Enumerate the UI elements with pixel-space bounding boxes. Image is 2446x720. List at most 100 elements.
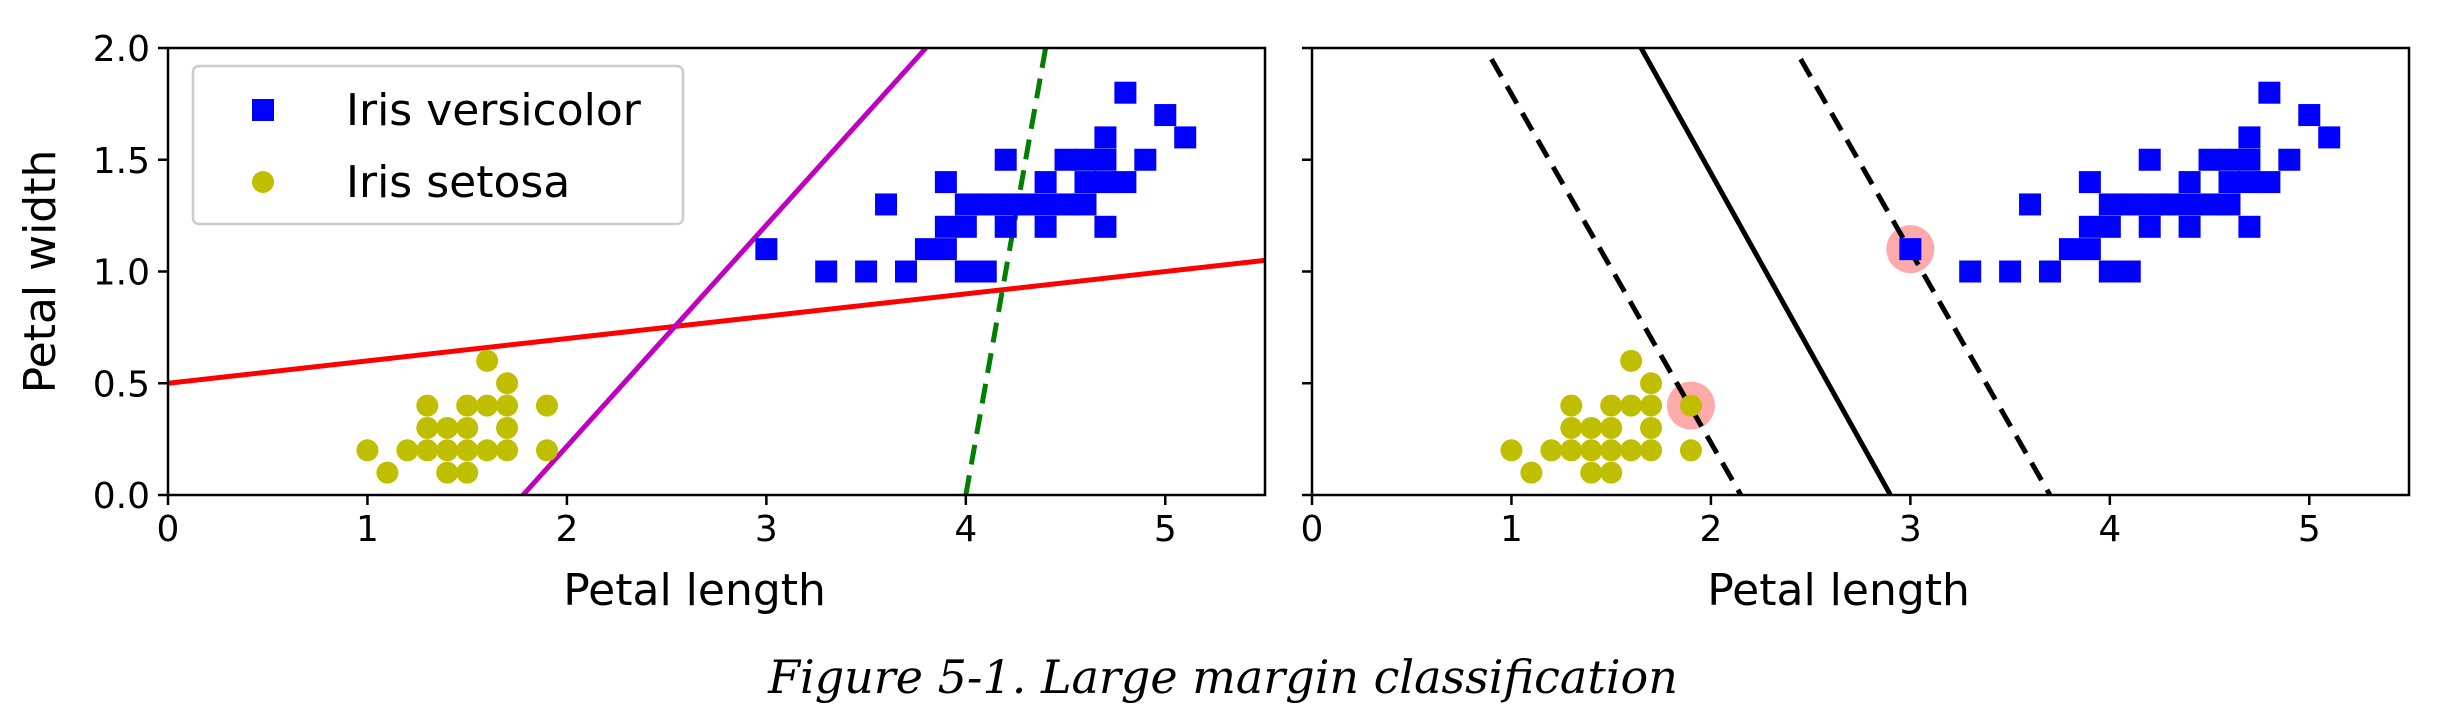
- setosa-point: [1580, 461, 1603, 484]
- setosa-point: [416, 394, 439, 417]
- setosa-point: [1620, 439, 1643, 462]
- setosa-point: [476, 349, 499, 372]
- setosa-point: [1580, 416, 1603, 439]
- setosa-point: [1640, 372, 1663, 395]
- versicolor-point: [2078, 238, 2101, 261]
- versicolor-point: [2138, 193, 2161, 216]
- setosa-point: [496, 416, 519, 439]
- versicolor-point: [2218, 148, 2241, 171]
- y-tick-label: 1.0: [93, 253, 150, 294]
- versicolor-point: [1034, 215, 1057, 238]
- versicolor-point: [2078, 171, 2101, 194]
- versicolor-point: [2019, 193, 2042, 216]
- versicolor-point: [2098, 215, 2121, 238]
- dashed-boundary-line: [1798, 57, 2053, 495]
- plot-area: [1489, 48, 2341, 495]
- versicolor-point: [934, 215, 957, 238]
- setosa-point: [476, 439, 499, 462]
- setosa-point: [356, 439, 379, 462]
- setosa-point: [1640, 439, 1663, 462]
- setosa-point: [416, 439, 439, 462]
- setosa-point: [436, 461, 459, 484]
- versicolor-point: [2118, 260, 2141, 283]
- versicolor-point: [1899, 238, 1922, 261]
- versicolor-point: [934, 171, 957, 194]
- y-tick-label: 0.0: [93, 476, 150, 517]
- versicolor-point: [1094, 148, 1117, 171]
- versicolor-point: [2298, 104, 2321, 127]
- setosa-point: [1600, 394, 1623, 417]
- x-tick-label: 1: [1500, 509, 1523, 550]
- y-tick-label: 0.5: [93, 364, 150, 405]
- versicolor-point: [1014, 193, 1037, 216]
- versicolor-point: [974, 260, 997, 283]
- setosa-point: [496, 372, 519, 395]
- versicolor-point: [2278, 148, 2301, 171]
- x-tick-label: 3: [1899, 509, 1922, 550]
- versicolor-point: [1074, 193, 1097, 216]
- setosa-point: [1560, 394, 1583, 417]
- setosa-point: [1560, 416, 1583, 439]
- versicolor-point: [2198, 148, 2221, 171]
- x-tick-label: 5: [1154, 509, 1177, 550]
- versicolor-point: [2318, 126, 2341, 149]
- versicolor-point: [1094, 126, 1117, 149]
- versicolor-point: [1959, 260, 1982, 283]
- versicolor-point: [1154, 104, 1177, 127]
- x-tick-label: 4: [2098, 509, 2121, 550]
- setosa-point: [456, 461, 479, 484]
- setosa-point: [456, 439, 479, 462]
- right-chart-panel: 0 1 2 3 4 5 Petal length: [1301, 46, 2411, 616]
- setosa-point: [476, 394, 499, 417]
- versicolor-point: [875, 193, 898, 216]
- setosa-point: [436, 416, 459, 439]
- versicolor-point: [1114, 171, 1137, 194]
- dashed-boundary-line: [963, 48, 1049, 495]
- setosa-point: [1600, 416, 1623, 439]
- x-tick-label: 2: [555, 509, 578, 550]
- axes-frame: [1310, 46, 2411, 497]
- versicolor-point: [934, 238, 957, 261]
- plot-area: [168, 48, 1265, 495]
- setosa-point: [1520, 461, 1543, 484]
- setosa-point: [456, 416, 479, 439]
- versicolor-point: [2178, 193, 2201, 216]
- versicolor-point: [815, 260, 838, 283]
- versicolor-point: [1054, 148, 1077, 171]
- versicolor-point: [2178, 215, 2201, 238]
- versicolor-point: [2038, 260, 2061, 283]
- versicolor-point: [2238, 171, 2261, 194]
- versicolor-point: [2138, 148, 2161, 171]
- setosa-point: [1560, 439, 1583, 462]
- versicolor-point: [2118, 193, 2141, 216]
- versicolor-point: [2138, 215, 2161, 238]
- y-tick-label: 2.0: [93, 29, 150, 70]
- versicolor-point: [1094, 215, 1117, 238]
- setosa-point: [396, 439, 419, 462]
- versicolor-point: [954, 193, 977, 216]
- x-tick-label: 1: [356, 509, 379, 550]
- x-axis-label: Petal length: [563, 565, 826, 616]
- versicolor-point: [1034, 193, 1057, 216]
- versicolor-point: [2078, 215, 2101, 238]
- x-tick-label: 0: [157, 509, 180, 550]
- versicolor-point: [954, 215, 977, 238]
- x-axis-label: Petal length: [1707, 565, 1970, 616]
- setosa-point: [535, 394, 558, 417]
- setosa-point: [1640, 416, 1663, 439]
- y-axis-label: Petal width: [15, 150, 66, 394]
- versicolor-point: [2238, 148, 2261, 171]
- setosa-point: [1600, 439, 1623, 462]
- versicolor-point: [1999, 260, 2022, 283]
- legend: Iris versicolor Iris setosa: [191, 64, 685, 226]
- setosa-point: [1640, 394, 1663, 417]
- legend-square-marker: [252, 99, 274, 121]
- setosa-point: [1600, 461, 1623, 484]
- dashed-boundary-line: [1489, 57, 1743, 495]
- versicolor-point: [994, 193, 1017, 216]
- versicolor-point: [1134, 148, 1157, 171]
- versicolor-point: [2218, 171, 2241, 194]
- setosa-point: [1500, 439, 1523, 462]
- versicolor-point: [1174, 126, 1197, 149]
